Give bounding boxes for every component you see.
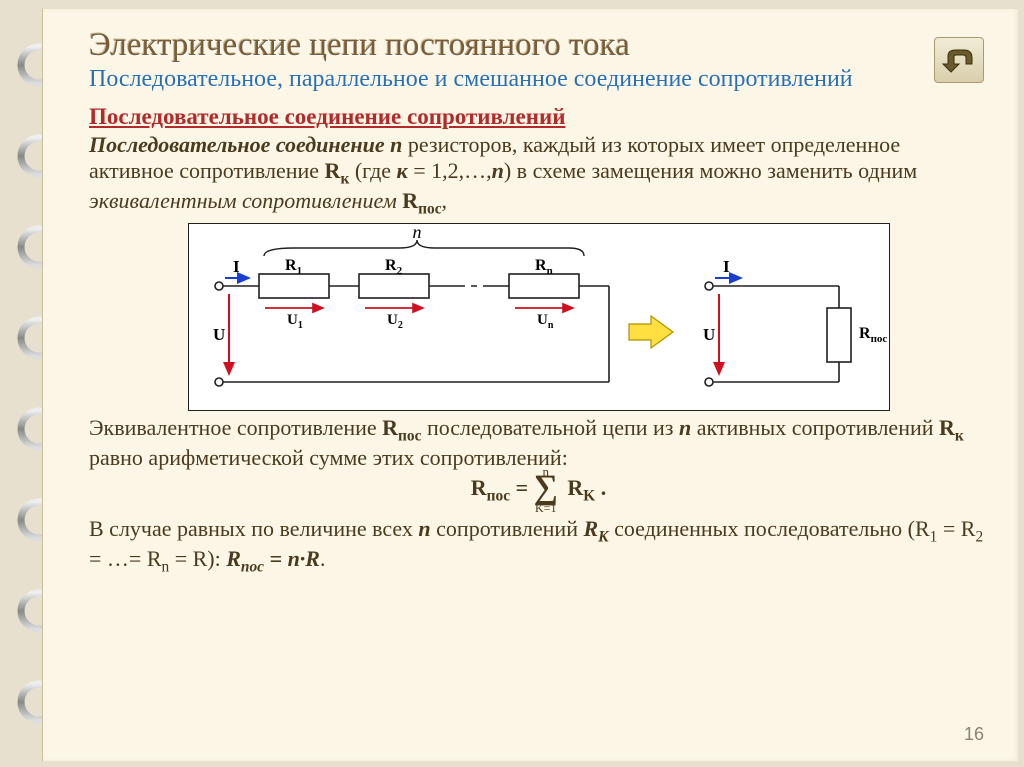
page-title: Электрические цепи постоянного тока	[89, 27, 988, 64]
paragraph-2: Эквивалентное сопротивление Rпос последо…	[89, 415, 988, 472]
back-button[interactable]	[934, 37, 984, 83]
svg-text:Rпос: Rпос	[859, 325, 887, 345]
svg-text:U: U	[703, 325, 715, 344]
paragraph-3: В случае равных по величине всех n сопро…	[89, 516, 988, 577]
svg-text:U2: U2	[387, 312, 403, 331]
slide-page: Электрические цепи постоянного тока Посл…	[42, 8, 1018, 761]
svg-text:U1: U1	[287, 312, 303, 331]
svg-text:U: U	[213, 325, 225, 344]
formula: Rпос = n ∑ K=1 RK .	[89, 475, 988, 505]
paragraph-1: Последовательное соединение n резисторов…	[89, 132, 988, 219]
page-subtitle: Последовательное, параллельное и смешанн…	[89, 66, 988, 94]
page-number: 16	[964, 724, 984, 745]
svg-text:I: I	[723, 257, 730, 276]
svg-text:Un: Un	[537, 312, 554, 331]
svg-text:n: n	[412, 223, 421, 242]
u-turn-icon	[942, 46, 976, 74]
section-heading: Последовательное соединение сопротивлени…	[89, 104, 988, 130]
svg-text:I: I	[233, 257, 240, 276]
circuit-diagram: n I U R1 R2 Rn U1 U2 Un	[188, 223, 890, 411]
